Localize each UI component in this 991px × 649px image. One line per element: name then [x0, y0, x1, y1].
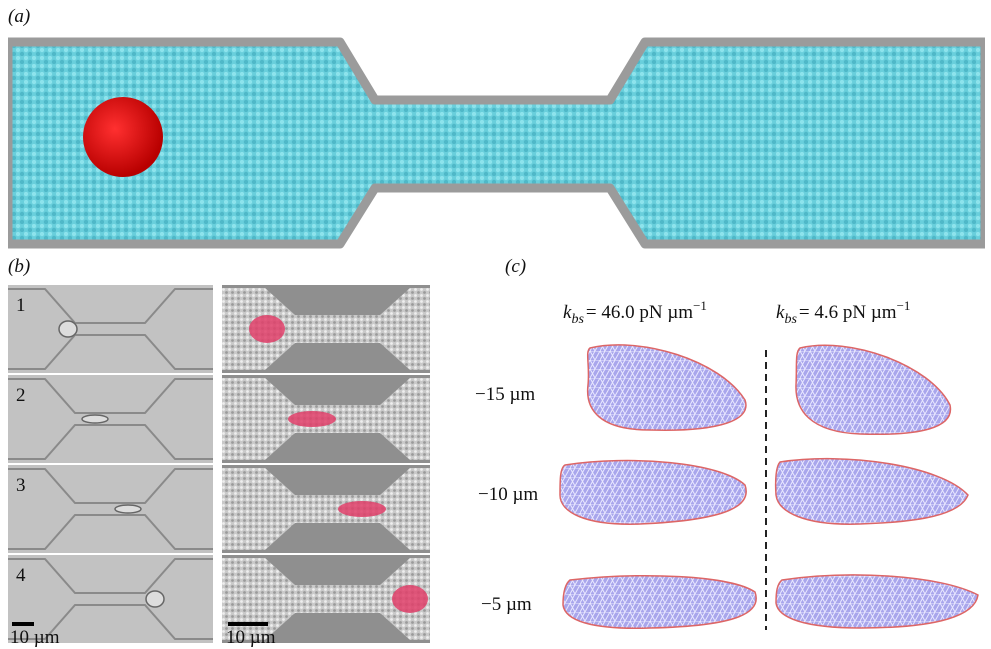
channel-outline — [8, 378, 213, 460]
scale-label: 10 µm — [226, 627, 276, 648]
channel-outline — [8, 558, 213, 640]
cell — [392, 585, 428, 613]
panel-label: (c) — [505, 256, 526, 277]
column-header: kbs = 4.6 pN µm−1 — [776, 298, 910, 327]
row-label: −5 µm — [481, 594, 532, 615]
row-label: 4 — [16, 565, 26, 586]
channel-sim — [222, 468, 430, 550]
cell — [83, 97, 163, 177]
column-header: kbs = 46.0 pN µm−1 — [563, 298, 707, 327]
row-label: −15 µm — [475, 384, 535, 405]
cell — [249, 315, 285, 343]
channel-outline — [8, 468, 213, 550]
row-label: 2 — [16, 385, 26, 406]
micrograph — [8, 465, 213, 553]
panel-label: (a) — [8, 6, 30, 27]
micrograph — [8, 555, 213, 643]
cell — [288, 411, 336, 427]
row-label: −10 µm — [478, 484, 538, 505]
row-label: 3 — [16, 475, 26, 496]
cell — [81, 414, 109, 424]
channel-sim — [222, 288, 430, 370]
micrograph — [8, 285, 213, 373]
channel-sim — [222, 558, 430, 640]
channel-outline — [8, 288, 213, 370]
row-label: 1 — [16, 295, 26, 316]
scale-label: 10 µm — [10, 627, 60, 648]
micrograph — [8, 375, 213, 463]
cell-shapes — [559, 344, 979, 630]
cell — [58, 320, 78, 338]
cell — [145, 590, 165, 608]
panel-label: (b) — [8, 256, 30, 277]
cell — [338, 501, 386, 517]
cell — [114, 504, 142, 514]
